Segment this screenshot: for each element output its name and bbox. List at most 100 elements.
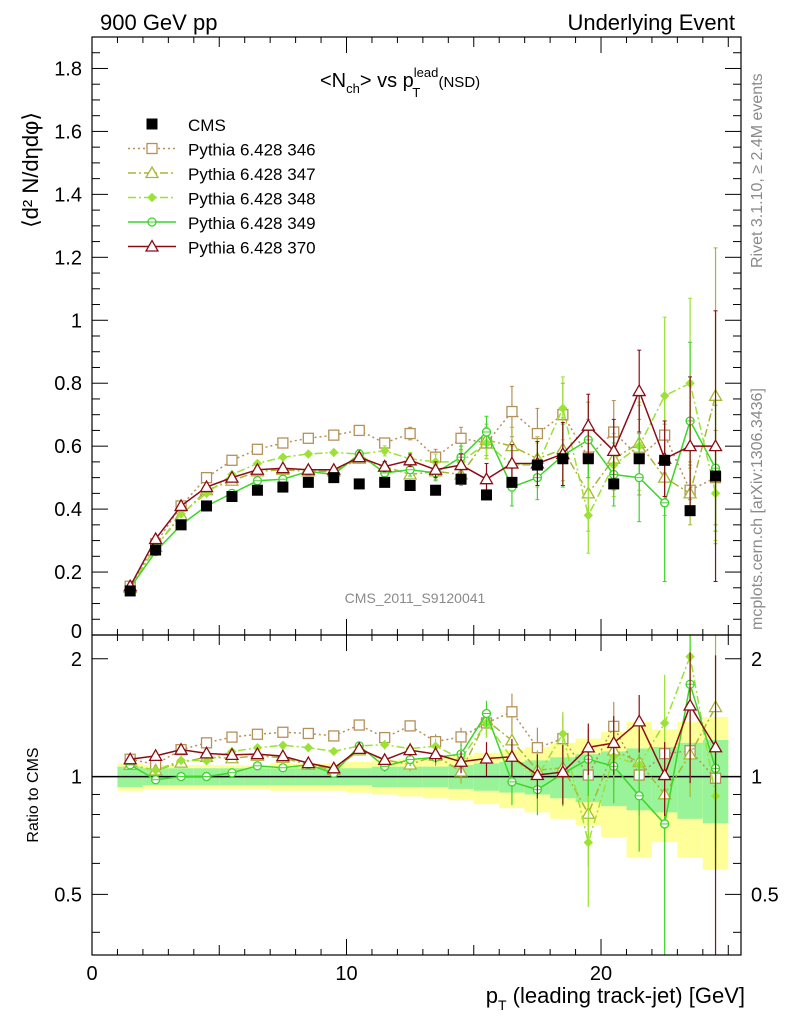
series-ratio-point xyxy=(455,731,467,743)
series-point xyxy=(583,510,594,521)
series-point xyxy=(404,427,416,440)
cms-point xyxy=(226,491,238,503)
cms-point xyxy=(277,481,289,493)
legend-label-cms: CMS xyxy=(188,116,226,135)
series-point xyxy=(659,391,670,401)
series-ratio-point xyxy=(176,755,186,766)
cms-point xyxy=(430,484,442,496)
cms-point xyxy=(684,505,696,517)
series-point xyxy=(379,446,390,456)
series-ratio-point xyxy=(453,754,469,767)
series-ratio-point xyxy=(353,719,365,731)
ratio-tick-label-right: 1 xyxy=(751,767,762,789)
series-ratio-point xyxy=(352,741,367,755)
series-point xyxy=(581,418,596,431)
axes: 0 10 20 0.2 0.4 0.6 0.8 1 1.2 1.4 1.6 1.8 0 0.5 0.5 1 1 2… xyxy=(54,36,779,985)
series-point xyxy=(148,531,163,545)
series-4-main xyxy=(123,310,723,592)
cms-point xyxy=(201,500,213,512)
series-point xyxy=(302,432,314,444)
series-point xyxy=(224,470,240,483)
series-ratio-point xyxy=(558,729,568,739)
cms-point xyxy=(659,454,671,466)
series-point xyxy=(504,456,520,469)
series-point xyxy=(301,462,316,475)
ratio-frame xyxy=(91,634,742,956)
series-ratio-point xyxy=(583,837,594,848)
legend-marker xyxy=(144,239,160,252)
series-ratio-point xyxy=(530,767,545,781)
main-panel xyxy=(123,247,723,597)
series-point xyxy=(199,479,214,493)
series-point xyxy=(277,437,289,449)
series-point xyxy=(682,438,698,452)
series-ratio-point xyxy=(226,731,238,743)
series-point xyxy=(303,449,314,459)
y-tick-label-zero: 0 xyxy=(71,621,82,643)
series-ratio-point xyxy=(302,727,314,740)
series-point xyxy=(377,459,392,472)
legend-label: Pythia 6.428 349 xyxy=(188,214,316,233)
title-part-3: (NSD) xyxy=(434,74,480,91)
legend-label: Pythia 6.428 370 xyxy=(188,239,316,258)
cms-point xyxy=(608,478,620,490)
cms-point xyxy=(557,453,569,465)
series-ratio-point xyxy=(150,765,161,776)
series-ratio-point xyxy=(708,739,723,753)
series-3-main xyxy=(125,341,721,593)
cms-point xyxy=(455,473,467,485)
series-ratio-point xyxy=(581,740,596,753)
title-part-1: <N xyxy=(320,70,346,92)
series-ratio-line xyxy=(130,710,717,779)
series-point xyxy=(428,462,443,475)
mcplots-label: mcplots.cern.ch [arXiv:1306.3436] xyxy=(749,388,766,630)
legend-label: Pythia 6.428 346 xyxy=(188,141,316,160)
series-line xyxy=(129,410,716,587)
series-point xyxy=(708,438,723,452)
series-ratio-point xyxy=(275,748,291,762)
series-point xyxy=(606,443,621,457)
series-point xyxy=(176,509,186,519)
y-tick-label: 0.8 xyxy=(54,373,82,395)
series-ratio-line xyxy=(130,653,717,846)
series-ratio-point xyxy=(173,742,189,755)
ratio-tick-label-left: 1 xyxy=(71,767,82,789)
cms-point xyxy=(124,585,136,597)
cms-point xyxy=(404,480,416,491)
series-ratio-point xyxy=(250,746,265,760)
series-ratio-point xyxy=(277,726,289,738)
series-ratio-point xyxy=(329,746,339,757)
series-point xyxy=(250,462,265,475)
legend-label: Pythia 6.428 348 xyxy=(188,190,316,209)
legend-marker xyxy=(144,165,160,179)
y-tick-label: 0.6 xyxy=(54,436,82,458)
legend-label: Pythia 6.428 347 xyxy=(188,165,316,184)
series-point xyxy=(251,443,264,455)
series-point xyxy=(352,449,367,463)
title-part-2: > vs p xyxy=(360,70,414,92)
series-ratio-point xyxy=(479,751,494,764)
ratio-panel xyxy=(92,635,741,955)
plot-title: <Nch> vs plead T (NSD) xyxy=(320,65,480,100)
series-ratio-point xyxy=(199,746,214,759)
series-4-ratio xyxy=(123,652,723,955)
series-point xyxy=(479,471,494,485)
series-ratio-point xyxy=(403,742,418,756)
legend: CMS Pythia 6.428 346 Pythia 6.428 347 Pythi… xyxy=(128,116,316,258)
cms-point xyxy=(150,544,162,556)
series-ratio-point xyxy=(504,749,520,762)
series-point xyxy=(455,432,467,444)
series-point xyxy=(453,457,469,471)
series-point xyxy=(353,424,365,437)
title-sup-lead: lead xyxy=(414,65,439,80)
series-ratio-point xyxy=(123,751,138,765)
cms-point xyxy=(353,478,365,490)
series-ratio-point xyxy=(404,720,416,732)
series-ratio-point xyxy=(224,747,240,760)
series-line xyxy=(129,382,717,589)
cms-point xyxy=(379,476,391,488)
series-point xyxy=(328,429,340,441)
cms-point xyxy=(175,519,187,531)
y-tick-label: 1.2 xyxy=(54,247,82,269)
